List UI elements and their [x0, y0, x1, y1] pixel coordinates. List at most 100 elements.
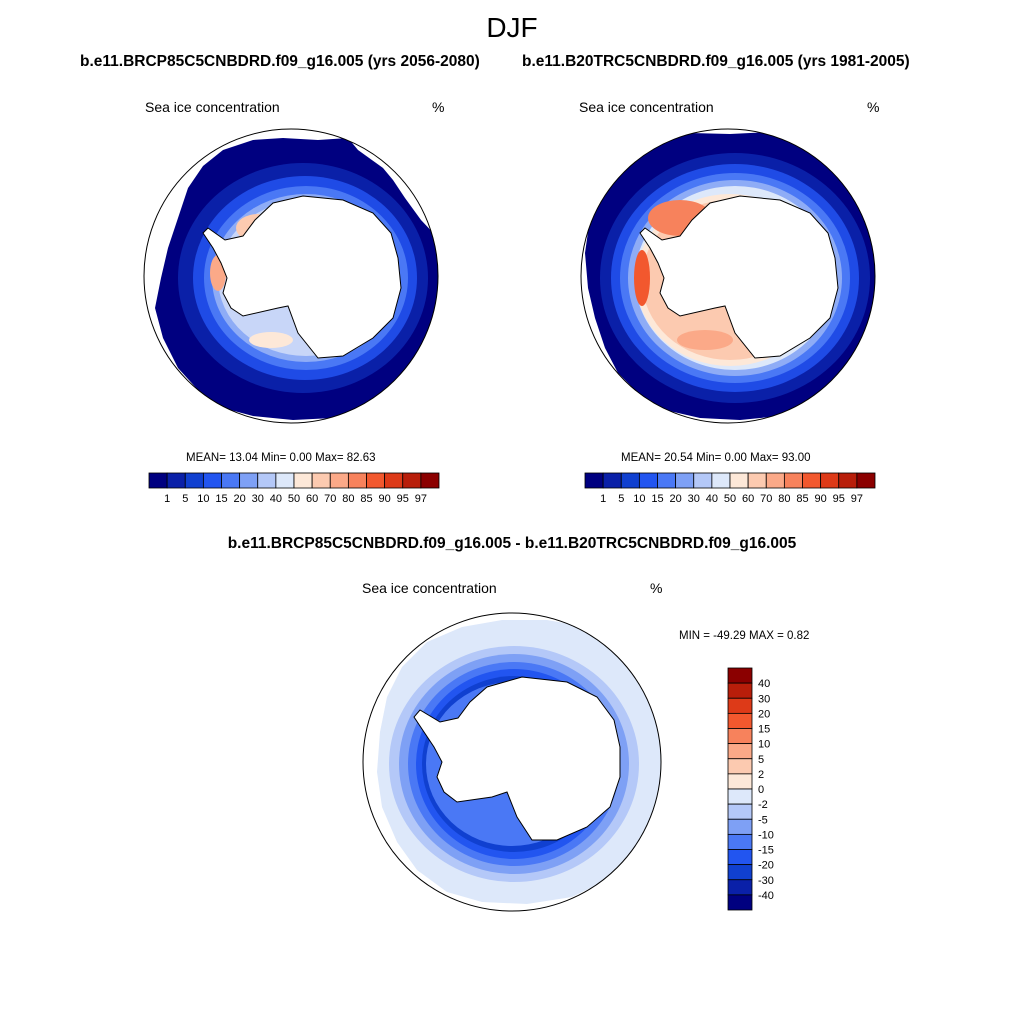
panel-2-colorbar-tick-label: 70: [760, 493, 772, 505]
panel-2-colorbar-tick-label: 85: [796, 493, 808, 505]
panel-2-colorbar-swatch: [620, 472, 640, 489]
panel-1-colorbar-swatch: [275, 472, 295, 489]
panel-2-colorbar-tick-label: 60: [742, 493, 754, 505]
panel-2-colorbar-tick-label: 5: [618, 493, 624, 505]
antarctica-landmass: [639, 195, 839, 359]
sea-ice-patch: [249, 332, 293, 348]
panel-1-variable-label: Sea ice concentration: [145, 99, 280, 115]
diff-map: [362, 612, 662, 912]
panel-2-colorbar-swatch: [820, 472, 840, 489]
panel-1-colorbar-swatch: [420, 472, 440, 489]
diff-colorbar-swatch: [727, 818, 753, 835]
panel-1-colorbar-tick-label: 50: [288, 493, 300, 505]
diff-colorbar-tick-label: 20: [758, 708, 770, 720]
diff-colorbar-swatch: [727, 864, 753, 881]
panel-2-colorbar-tick-label: 15: [651, 493, 663, 505]
panel-2-stats: MEAN= 20.54 Min= 0.00 Max= 93.00: [621, 452, 811, 464]
panel-1-colorbar-tick-label: 40: [270, 493, 282, 505]
diff-units-label: %: [650, 580, 663, 596]
panel-1-map: [143, 128, 439, 424]
diff-colorbar-tick-label: -15: [758, 845, 774, 857]
sea-ice-patch: [634, 250, 650, 306]
panel-1-colorbar-tick-label: 10: [197, 493, 209, 505]
panel-2-colorbar-swatch: [783, 472, 803, 489]
panel-2-map: [580, 128, 876, 424]
diff-colorbar-tick-label: -40: [758, 890, 774, 902]
panel-2-colorbar-swatch: [747, 472, 767, 489]
panel-2-colorbar-swatch: [675, 472, 695, 489]
panel-2-colorbar-tick-label: 50: [724, 493, 736, 505]
diff-colorbar-tick-label: -10: [758, 829, 774, 841]
diff-colorbar-swatch: [727, 833, 753, 850]
diff-variable-label: Sea ice concentration: [362, 580, 497, 596]
panel-2-colorbar-tick-label: 40: [706, 493, 718, 505]
diff-colorbar-swatch: [727, 728, 753, 745]
panel-1-colorbar-tick-label: 95: [397, 493, 409, 505]
panel-2-colorbar-tick-label: 30: [688, 493, 700, 505]
panel-1-colorbar-swatch: [293, 472, 313, 489]
sea-ice-patch: [677, 330, 733, 350]
figure-title: DJF: [486, 12, 538, 43]
panel-1-colorbar-tick-label: 85: [360, 493, 372, 505]
panel-1-colorbar-swatch: [402, 472, 422, 489]
panel-1-subtitle: b.e11.BRCP85C5CNBDRD.f09_g16.005 (yrs 20…: [80, 53, 480, 70]
panel-1-colorbar-tick-label: 80: [342, 493, 354, 505]
panel-2-units-label: %: [867, 99, 880, 115]
panel-2-variable-label: Sea ice concentration: [579, 99, 714, 115]
panel-1-colorbar-swatch: [202, 472, 222, 489]
panel-1-colorbar-swatch: [221, 472, 241, 489]
panel-1-colorbar-swatch: [384, 472, 404, 489]
diff-colorbar-swatch: [727, 849, 753, 866]
diff-colorbar-tick-label: 10: [758, 739, 770, 751]
panel-1-stats: MEAN= 13.04 Min= 0.00 Max= 82.63: [186, 452, 376, 464]
diff-colorbar-swatch: [727, 712, 753, 729]
diff-colorbar-swatch: [727, 788, 753, 805]
diff-subtitle: b.e11.BRCP85C5CNBDRD.f09_g16.005 - b.e11…: [227, 535, 797, 552]
panel-1-colorbar-tick-label: 60: [306, 493, 318, 505]
panel-2-colorbar-swatch: [729, 472, 749, 489]
panel-1-colorbar-tick-label: 97: [415, 493, 427, 505]
panel-2-subtitle: b.e11.B20TRC5CNBDRD.f09_g16.005 (yrs 198…: [522, 53, 910, 70]
panel-1-colorbar-tick-label: 20: [234, 493, 246, 505]
panel-2-colorbar-tick-label: 90: [815, 493, 827, 505]
diff-colorbar-tick-label: 2: [758, 769, 764, 781]
diff-colorbar-tick-label: -5: [758, 814, 768, 826]
diff-colorbar-tick-label: 0: [758, 784, 764, 796]
panel-1-colorbar-swatch: [148, 472, 168, 489]
panel-2-colorbar-tick-label: 20: [670, 493, 682, 505]
panel-2-colorbar-tick-label: 1: [600, 493, 606, 505]
panel-1-colorbar-tick-label: 90: [379, 493, 391, 505]
panel-2-colorbar-swatch: [838, 472, 858, 489]
diff-colorbar-tick-label: -20: [758, 860, 774, 872]
panel-2-colorbar-swatch: [693, 472, 713, 489]
panel-1-colorbar-swatch: [347, 472, 367, 489]
panel-1-colorbar-swatch: [311, 472, 331, 489]
panel-2-colorbar-swatch: [602, 472, 622, 489]
diff-colorbar-swatch: [727, 697, 753, 714]
diff-colorbar-tick-label: 5: [758, 754, 764, 766]
panel-1-colorbar-tick-label: 70: [324, 493, 336, 505]
antarctica-landmass: [202, 195, 402, 359]
panel-1-colorbar-swatch: [166, 472, 186, 489]
diff-colorbar-tick-label: 30: [758, 693, 770, 705]
panel-2-colorbar-swatch: [657, 472, 677, 489]
panel-2-colorbar-tick-label: 97: [851, 493, 863, 505]
panel-2-colorbar: 1 5 10 15 20 30 40 50 60 70 80 85 90 95 97: [584, 472, 876, 505]
diff-colorbar-swatch: [727, 667, 753, 684]
panel-1-colorbar-swatch: [329, 472, 349, 489]
panel-2-colorbar-tick-label: 95: [833, 493, 845, 505]
panel-1-colorbar-swatch: [366, 472, 386, 489]
panel-2-colorbar-swatch: [856, 472, 876, 489]
panel-1-colorbar-tick-label: 5: [182, 493, 188, 505]
panel-1-colorbar-tick-label: 15: [215, 493, 227, 505]
diff-colorbar-swatch: [727, 879, 753, 896]
panel-2-colorbar-swatch: [765, 472, 785, 489]
diff-colorbar-tick-label: -30: [758, 875, 774, 887]
diff-colorbar-swatch: [727, 682, 753, 699]
diff-colorbar-tick-label: 40: [758, 678, 770, 690]
panel-2-colorbar-tick-label: 80: [778, 493, 790, 505]
panel-1-colorbar-swatch: [239, 472, 259, 489]
antarctica-landmass: [413, 676, 621, 841]
panel-2-colorbar-swatch: [584, 472, 604, 489]
